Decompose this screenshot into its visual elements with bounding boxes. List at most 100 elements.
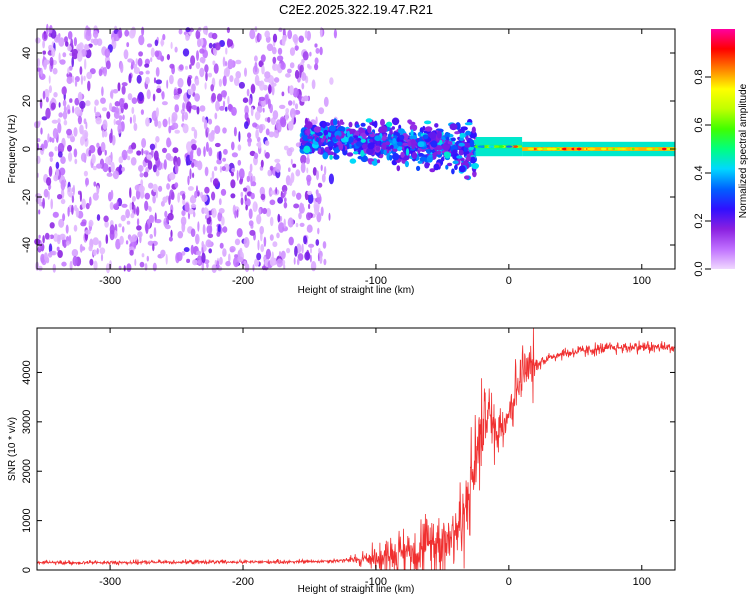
heatmap-cell [417, 141, 425, 148]
heatmap-cell [286, 147, 293, 157]
heatmap-cell [57, 194, 63, 200]
heatmap-cell [194, 190, 198, 199]
heatmap-cell [110, 161, 115, 173]
heatmap-cell [134, 258, 137, 266]
heatmap-cell [244, 263, 250, 273]
heatmap-cell [157, 120, 162, 129]
heatmap-cell [301, 243, 304, 254]
heatmap-cell [283, 145, 289, 151]
heatmap-cell [294, 69, 300, 79]
heatmap-cell [449, 123, 458, 131]
heatmap-cell [265, 248, 271, 260]
heatmap-cell [103, 215, 109, 223]
heatmap-cell [434, 146, 438, 152]
heatmap-cell [299, 222, 305, 227]
heatmap-cell [101, 129, 105, 138]
heatmap-cell [666, 147, 672, 151]
heatmap-cell [244, 67, 247, 77]
heatmap-cell [181, 112, 185, 122]
heatmap-cell [396, 165, 401, 172]
heatmap-cell [383, 149, 387, 156]
heatmap-cell [63, 239, 67, 248]
heatmap-cell [264, 152, 270, 159]
x-tick-label: 0 [506, 576, 512, 588]
heatmap-cell [115, 107, 120, 114]
spectrogram-x-ticks: -300 -200 -100 0 100 [99, 29, 651, 287]
heatmap-cell [43, 33, 48, 40]
heatmap-cell [167, 212, 174, 221]
heatmap-cell [246, 88, 250, 97]
heatmap-cell [80, 75, 83, 85]
heatmap-cell [203, 146, 206, 158]
heatmap-cell [178, 64, 184, 71]
heatmap-cell [250, 192, 255, 200]
heatmap-cell [269, 216, 274, 227]
heatmap-cell [153, 77, 157, 84]
heatmap-cell [272, 241, 278, 248]
heatmap-cell [277, 197, 283, 204]
heatmap-cell [537, 147, 544, 151]
heatmap-cell [248, 97, 252, 106]
heatmap-cell [452, 160, 459, 165]
heatmap-cell [165, 253, 168, 265]
heatmap-cell [125, 240, 129, 245]
heatmap-cell [273, 77, 280, 83]
heatmap-cell [311, 79, 316, 90]
heatmap-cell [354, 130, 360, 137]
heatmap-cell [484, 145, 488, 148]
colorbar-label: Normalized spectral amplitude [738, 83, 749, 218]
heatmap-cell [63, 119, 68, 126]
heatmap-cell [286, 247, 291, 254]
heatmap-cell [96, 142, 100, 148]
heatmap-cell [66, 76, 73, 84]
heatmap-cell [434, 123, 439, 128]
heatmap-cell [454, 164, 458, 170]
heatmap-cell [262, 207, 268, 215]
heatmap-cell [96, 214, 101, 221]
heatmap-cell [319, 26, 323, 38]
heatmap-cell [546, 147, 551, 151]
heatmap-cell [334, 130, 342, 138]
heatmap-cell [174, 104, 179, 113]
heatmap-cell [132, 114, 136, 124]
heatmap-cell [447, 162, 453, 167]
heatmap-cell [471, 162, 479, 170]
heatmap-cell [48, 75, 51, 84]
heatmap-cell [266, 207, 271, 217]
heatmap-cell [404, 160, 409, 168]
heatmap-cell [67, 31, 73, 40]
heatmap-cell [238, 81, 245, 89]
heatmap-cell [116, 201, 119, 208]
heatmap-cell [121, 226, 125, 233]
heatmap-cell [66, 128, 73, 136]
heatmap-cell [631, 147, 635, 151]
heatmap-cell [287, 217, 294, 228]
heatmap-cell [170, 229, 173, 238]
heatmap-cell [254, 61, 258, 73]
heatmap-cell [289, 85, 294, 96]
heatmap-cell [258, 208, 261, 216]
heatmap-cell [172, 147, 179, 154]
heatmap-cell [118, 98, 125, 108]
heatmap-cell [176, 88, 183, 95]
heatmap-cell [152, 93, 156, 102]
heatmap-cell [604, 147, 607, 151]
heatmap-cell [229, 75, 234, 83]
heatmap-cell [199, 48, 205, 54]
heatmap-cell [365, 118, 373, 123]
heatmap-cell [399, 134, 405, 140]
heatmap-cell [381, 142, 387, 151]
heatmap-cell [260, 193, 266, 201]
heatmap-cell [100, 253, 104, 262]
heatmap-cell [49, 56, 54, 67]
heatmap-cell [196, 106, 200, 115]
heatmap-cell [65, 240, 70, 246]
heatmap-cell [327, 141, 335, 147]
heatmap-cell [296, 192, 302, 200]
heatmap-cell [95, 111, 101, 117]
heatmap-cell [204, 82, 207, 90]
heatmap-cell [231, 141, 235, 151]
heatmap-cell [314, 63, 319, 71]
heatmap-cell [69, 260, 73, 271]
heatmap-cell [126, 220, 131, 225]
